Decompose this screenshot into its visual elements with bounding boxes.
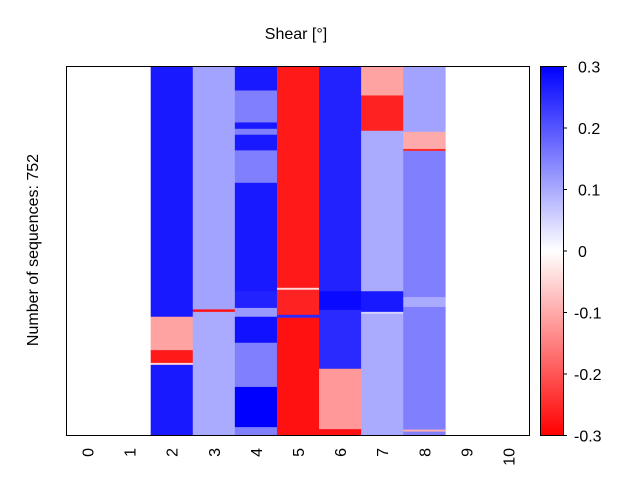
x-tick-label: 2 (165, 448, 182, 457)
x-tick-label: 1 (123, 448, 140, 457)
heatmap-cell (276, 289, 320, 316)
heatmap-cell (192, 66, 236, 310)
heatmap-cell (361, 291, 404, 313)
x-tick-label: 0 (81, 448, 98, 457)
heatmap-cell (403, 429, 446, 432)
heatmap-cell (403, 66, 446, 133)
heatmap-cell (361, 311, 404, 315)
x-tick-label: 4 (249, 448, 266, 457)
heatmap-cell (234, 307, 278, 318)
x-tick-label: 9 (459, 448, 476, 457)
colorbar-tick-label: -0.3 (574, 429, 602, 446)
heatmap-cell (319, 368, 362, 430)
heatmap-cell (319, 309, 362, 370)
colorbar-tick-label: 0.2 (578, 121, 600, 138)
x-tick-label: 8 (417, 448, 434, 457)
colorbar-tick-label: -0.1 (574, 306, 602, 323)
x-tick-label: 6 (333, 448, 350, 457)
heatmap-cell (234, 128, 278, 136)
heatmap-cell (276, 314, 320, 319)
heatmap-cell (150, 362, 194, 366)
colorbar-tick-label: -0.2 (574, 367, 602, 384)
heatmap-cell (276, 287, 320, 291)
heatmap-cell (234, 386, 278, 428)
heatmap-cell (234, 66, 278, 91)
colorbar-tick-labels: 0.3 0.2 0.1 0 -0.1 -0.2 -0.3 (563, 60, 602, 446)
heatmap-cell (403, 131, 446, 150)
x-tick-label: 3 (207, 448, 224, 457)
x-tick-label: 7 (375, 448, 392, 457)
heatmap-cell (234, 134, 278, 151)
heatmap-cell (234, 427, 278, 436)
heatmap-cell (403, 297, 446, 308)
heatmap-cell (234, 150, 278, 184)
heatmap-cell (403, 431, 446, 436)
heatmap-cell (150, 350, 194, 364)
heatmap-cell (234, 342, 278, 388)
heatmap-cell (319, 66, 362, 292)
heatmap-cell (192, 309, 236, 313)
heatmap-cell (150, 66, 194, 318)
heatmap-cell (361, 313, 404, 436)
colorbar-tick-label: 0.1 (578, 183, 600, 200)
heatmap-cell (234, 182, 278, 292)
heatmap-cell (361, 130, 404, 292)
colorbar (540, 66, 564, 436)
heatmap-cell (403, 150, 446, 298)
heatmap-cell (150, 364, 194, 436)
colorbar-tick-label: 0.3 (578, 60, 600, 77)
heatmap-cell (361, 66, 404, 96)
heatmap-cell (319, 429, 362, 436)
heatmap-cell (403, 306, 446, 430)
heatmap-cell (234, 291, 278, 309)
heatmap-cell (150, 316, 194, 351)
heatmap-cells (150, 66, 446, 436)
plot-frame (66, 66, 530, 436)
heatmap-cell (234, 316, 278, 344)
heatmap-cell (192, 311, 236, 436)
x-tick-labels: 0 1 2 3 4 5 6 7 8 9 10 (81, 448, 519, 466)
x-tick-label: 5 (291, 448, 308, 457)
chart-title: Shear [°] (265, 26, 327, 43)
heatmap-cell (361, 95, 404, 132)
heatmap-cell (319, 291, 362, 311)
colorbar-tick-label: 0 (578, 244, 587, 261)
heatmap-cell (234, 122, 278, 130)
heatmap-cell (276, 317, 320, 436)
x-tick-label: 10 (501, 448, 518, 466)
heatmap-cell (276, 66, 320, 289)
heatmap-cell (403, 148, 446, 152)
y-axis-label: Number of sequences: 752 (25, 154, 42, 346)
heatmap-cell (234, 90, 278, 123)
